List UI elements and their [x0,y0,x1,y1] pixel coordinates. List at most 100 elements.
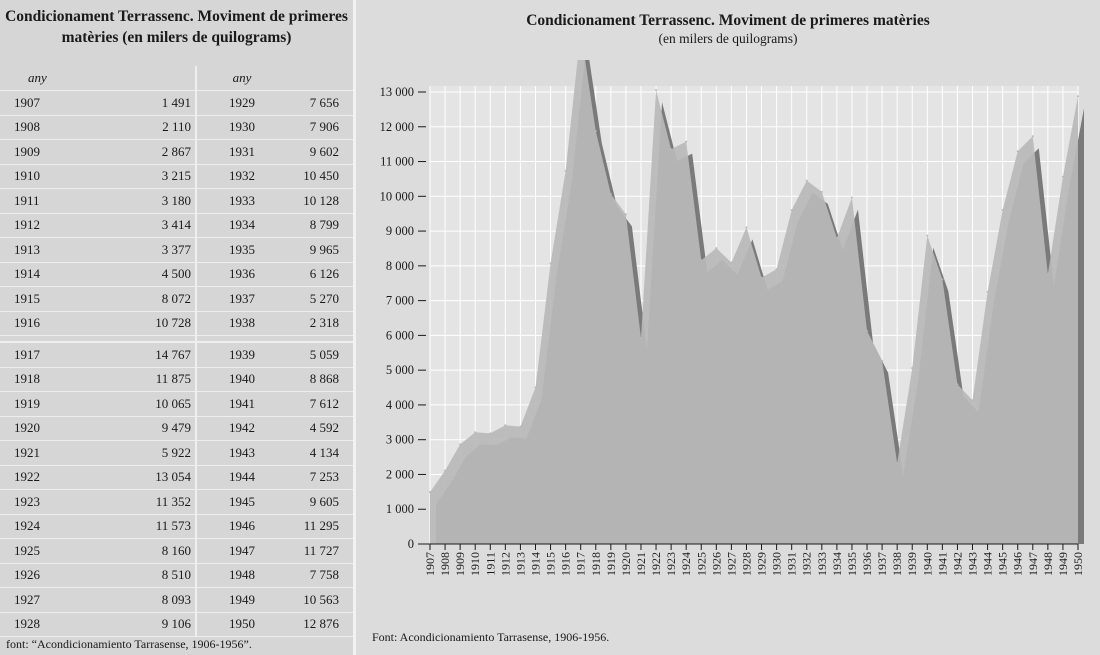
y-tick-label: 4 000 [386,398,414,412]
y-tick-label: 7 000 [386,294,414,308]
table-row: 1914 4 500 1936 6 126 [0,262,353,287]
cell-year: 1916 [0,312,103,336]
y-tick-label: 12 000 [380,120,414,134]
cell-value: 9 602 [287,140,353,165]
data-point [655,89,658,92]
cell-value: 10 450 [287,165,353,189]
cell-value: 8 072 [103,287,197,312]
x-tick-label: 1916 [559,552,573,576]
data-point [594,130,597,133]
cell-value: 2 867 [103,140,197,165]
cell-value: 7 656 [287,91,353,116]
cell-value: 11 352 [103,490,197,515]
y-tick-label: 10 000 [380,189,414,203]
x-tick-label: 1920 [619,552,633,576]
gap-cell [0,336,103,343]
cell-value: 3 377 [103,238,197,263]
x-tick-label: 1938 [890,552,904,576]
cell-year: 1940 [197,368,287,392]
data-point [519,425,522,428]
area-series [430,60,1078,544]
data-point [866,330,869,333]
data-point [745,226,748,229]
cell-value: 9 479 [103,416,197,441]
cell-value: 4 500 [103,262,197,287]
data-point [926,234,929,237]
table-row: 1913 3 377 1935 9 965 [0,238,353,263]
chart-title: Condicionament Terrassenc. Moviment de p… [526,12,930,29]
x-tick-label: 1929 [755,552,769,576]
cell-year: 1931 [197,140,287,165]
cell-year: 1915 [0,287,103,312]
cell-value: 10 728 [103,311,197,336]
cell-year: 1947 [197,539,287,564]
x-tick-label: 1915 [544,552,558,576]
x-tick-label: 1944 [981,552,995,576]
cell-year: 1927 [0,588,103,613]
header-year: any [197,66,287,91]
cell-value: 13 054 [103,465,197,490]
data-point [971,399,974,402]
cell-value: 11 875 [103,367,197,392]
cell-year: 1912 [0,214,103,238]
cell-value: 11 727 [287,539,353,564]
cell-value: 10 563 [287,588,353,613]
cell-value: 7 253 [287,466,353,490]
cell-value: 8 160 [103,539,197,564]
data-point [1061,175,1064,178]
data-point [609,193,612,196]
data-point [911,367,914,370]
cell-year: 1934 [197,214,287,238]
table-row: 1908 2 110 1930 7 906 [0,115,353,140]
data-point [1001,209,1004,212]
table-row: 1927 8 093 1949 10 563 [0,588,353,613]
cell-year: 1918 [0,368,103,392]
x-tick-label: 1936 [860,552,874,576]
cell-year: 1924 [0,515,103,539]
cell-year: 1909 [0,140,103,165]
table-row: 1923 11 352 1945 9 605 [0,490,353,515]
cell-value: 3 414 [103,213,197,238]
cell-value: 3 180 [103,189,197,214]
table-row: 1928 9 106 1950 12 876 [0,612,353,637]
cell-year: 1945 [197,490,287,515]
table-row: 1921 5 922 1943 4 134 [0,441,353,466]
data-point [670,148,673,151]
y-tick-label: 5 000 [386,363,414,377]
data-point [444,469,447,472]
cell-value: 7 906 [287,116,353,140]
x-tick-label: 1919 [604,552,618,576]
header-year: any [0,66,103,91]
x-tick-label: 1911 [483,552,497,576]
x-tick-label: 1922 [649,552,663,576]
cell-year: 1936 [197,263,287,287]
cell-value: 2 110 [103,115,197,140]
x-tick-label: 1907 [423,552,437,576]
x-tick-label: 1935 [845,552,859,576]
data-point [564,169,567,172]
cell-year: 1949 [197,588,287,613]
cell-year: 1910 [0,165,103,189]
cell-year: 1942 [197,417,287,441]
x-tick-label: 1932 [800,552,814,576]
data-point [489,432,492,435]
cell-year: 1930 [197,116,287,140]
data-point [1077,95,1079,98]
cell-year: 1922 [0,466,103,490]
table-row: 1909 2 867 1931 9 602 [0,140,353,165]
table-row: 1920 9 479 1942 4 592 [0,416,353,441]
y-tick-label: 13 000 [380,85,414,99]
cell-value: 7 612 [287,392,353,417]
cell-year: 1943 [197,441,287,466]
table-title-line2: matèries (en milers de quilograms) [61,29,292,46]
y-tick-label: 3 000 [386,433,414,447]
table-panel [0,0,353,655]
cell-value: 5 059 [287,343,353,368]
table-row: 1917 14 767 1939 5 059 [0,343,353,368]
x-tick-label: 1950 [1071,552,1085,576]
data-point [835,237,838,240]
x-tick-label: 1949 [1056,552,1070,576]
header-value [103,66,197,91]
cell-value: 10 128 [287,189,353,214]
table-row: 1918 11 875 1940 8 868 [0,367,353,392]
